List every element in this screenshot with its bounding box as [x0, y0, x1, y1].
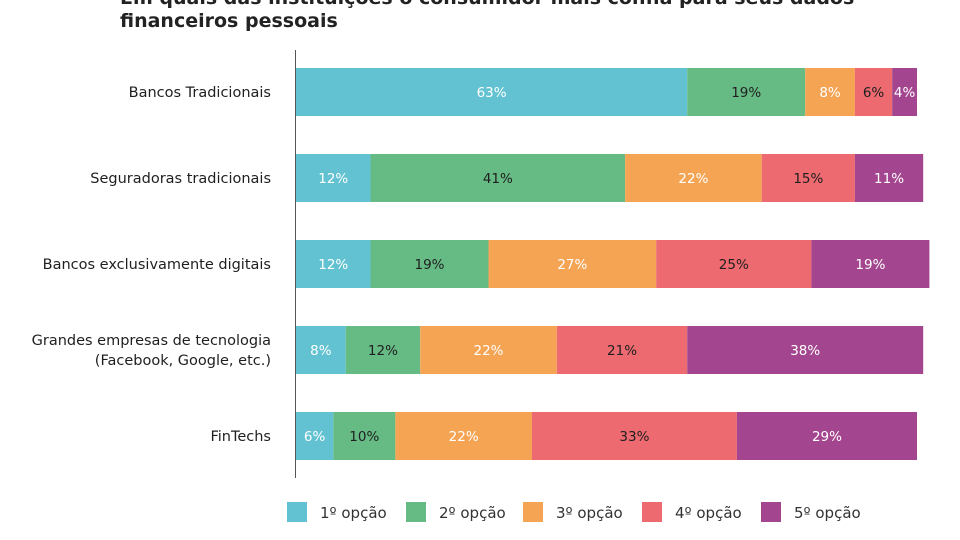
bar-segment	[420, 326, 557, 374]
bar-segment	[370, 240, 489, 288]
data-label: 25%	[719, 257, 749, 273]
data-label: 22%	[474, 343, 504, 359]
legend-swatch	[523, 502, 543, 522]
category-label: Bancos exclusivamente digitais	[43, 257, 271, 273]
data-label: 27%	[557, 257, 587, 273]
bar-segment	[687, 326, 924, 374]
data-label: 12%	[318, 171, 348, 187]
data-label: 33%	[619, 429, 649, 445]
bar-segment	[656, 240, 812, 288]
bar-segment	[736, 412, 917, 460]
data-label: 22%	[678, 171, 708, 187]
data-label: 38%	[790, 343, 820, 359]
bar-segment	[296, 412, 334, 460]
legend-label: 5º opção	[794, 504, 861, 522]
bar-segment	[345, 326, 421, 374]
data-label: 12%	[368, 343, 398, 359]
data-label: 6%	[304, 429, 326, 445]
bar-segment	[333, 412, 396, 460]
data-label: 19%	[415, 257, 445, 273]
data-label: 4%	[894, 85, 916, 101]
bar-segment	[531, 412, 737, 460]
legend: 1º opção 2º opção 3º opção 4º opção 5º opção	[287, 502, 861, 522]
chart-title-line: financeiros pessoais	[120, 10, 338, 32]
legend-label: 1º opção	[320, 504, 387, 522]
bar-segment	[805, 68, 855, 116]
bar-segment	[854, 154, 924, 202]
data-label: 22%	[449, 429, 479, 445]
bar-segment	[811, 240, 930, 288]
data-label: 12%	[318, 257, 348, 273]
data-label: 8%	[819, 85, 841, 101]
legend-label: 4º opção	[675, 504, 742, 522]
category-label: FinTechs	[210, 429, 271, 445]
category-label: Bancos Tradicionais	[129, 85, 271, 101]
category-label: (Facebook, Google, etc.)	[95, 353, 271, 369]
bar-segment	[296, 326, 346, 374]
bar-segment	[488, 240, 657, 288]
data-label: 11%	[874, 171, 904, 187]
data-label: 29%	[812, 429, 842, 445]
bar-segment	[761, 154, 855, 202]
category-label: Grandes empresas de tecnologia	[32, 333, 271, 349]
legend-label: 2º opção	[439, 504, 506, 522]
legend-swatch	[406, 502, 426, 522]
bar-segment	[296, 240, 371, 288]
legend-swatch	[287, 502, 307, 522]
data-label: 10%	[349, 429, 379, 445]
bar-segment	[892, 68, 917, 116]
bar-segment	[370, 154, 626, 202]
data-label: 19%	[855, 257, 885, 273]
bar-segment	[296, 154, 371, 202]
data-label: 21%	[607, 343, 637, 359]
bar-segment	[296, 68, 688, 116]
legend-label: 3º opção	[556, 504, 623, 522]
legend-swatch	[642, 502, 662, 522]
category-labels: Bancos Tradicionais Seguradoras tradicion…	[32, 85, 271, 445]
bar-segment	[395, 412, 532, 460]
bars-group: 63% 19% 8% 6% 4% 12% 41% 22% 15% 11% 12% 19% 27% 25% 1…	[296, 68, 930, 460]
bar-segment	[556, 326, 688, 374]
chart-title: Em quais das instituições o consumidor m…	[120, 0, 880, 33]
bar-segment	[854, 68, 893, 116]
chart-title-line: Em quais das instituições o consumidor m…	[120, 0, 880, 10]
data-label: 15%	[793, 171, 823, 187]
data-label: 63%	[477, 85, 507, 101]
legend-swatch	[761, 502, 781, 522]
bar-segment	[687, 68, 806, 116]
data-label: 6%	[863, 85, 885, 101]
bar-segment	[625, 154, 762, 202]
data-label: 8%	[310, 343, 332, 359]
data-label: 19%	[731, 85, 761, 101]
category-label: Seguradoras tradicionais	[90, 171, 271, 187]
data-label: 41%	[483, 171, 513, 187]
